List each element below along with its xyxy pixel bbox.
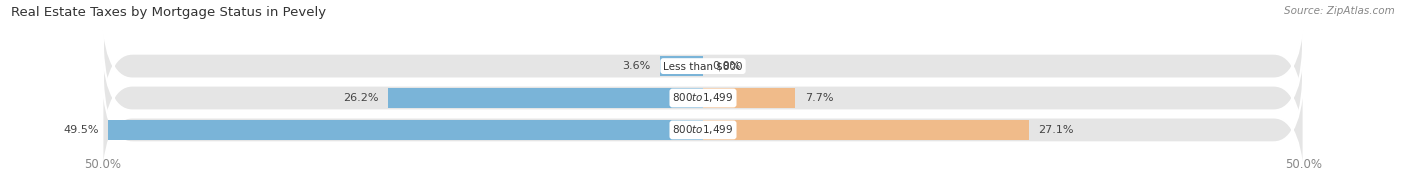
- Text: 0.0%: 0.0%: [713, 61, 741, 71]
- Text: $800 to $1,499: $800 to $1,499: [672, 123, 734, 136]
- Text: 49.5%: 49.5%: [63, 125, 98, 135]
- Text: 7.7%: 7.7%: [806, 93, 834, 103]
- Text: 27.1%: 27.1%: [1038, 125, 1074, 135]
- Text: 26.2%: 26.2%: [343, 93, 378, 103]
- Text: $800 to $1,499: $800 to $1,499: [672, 92, 734, 104]
- Text: 3.6%: 3.6%: [621, 61, 650, 71]
- FancyBboxPatch shape: [103, 31, 1303, 165]
- Bar: [388, 88, 703, 108]
- Bar: [108, 120, 703, 140]
- Bar: [659, 56, 703, 76]
- Bar: [703, 120, 1029, 140]
- Text: Real Estate Taxes by Mortgage Status in Pevely: Real Estate Taxes by Mortgage Status in …: [11, 6, 326, 19]
- FancyBboxPatch shape: [103, 63, 1303, 196]
- Text: Source: ZipAtlas.com: Source: ZipAtlas.com: [1284, 6, 1395, 16]
- FancyBboxPatch shape: [103, 0, 1303, 133]
- Bar: [703, 88, 796, 108]
- Text: Less than $800: Less than $800: [664, 61, 742, 71]
